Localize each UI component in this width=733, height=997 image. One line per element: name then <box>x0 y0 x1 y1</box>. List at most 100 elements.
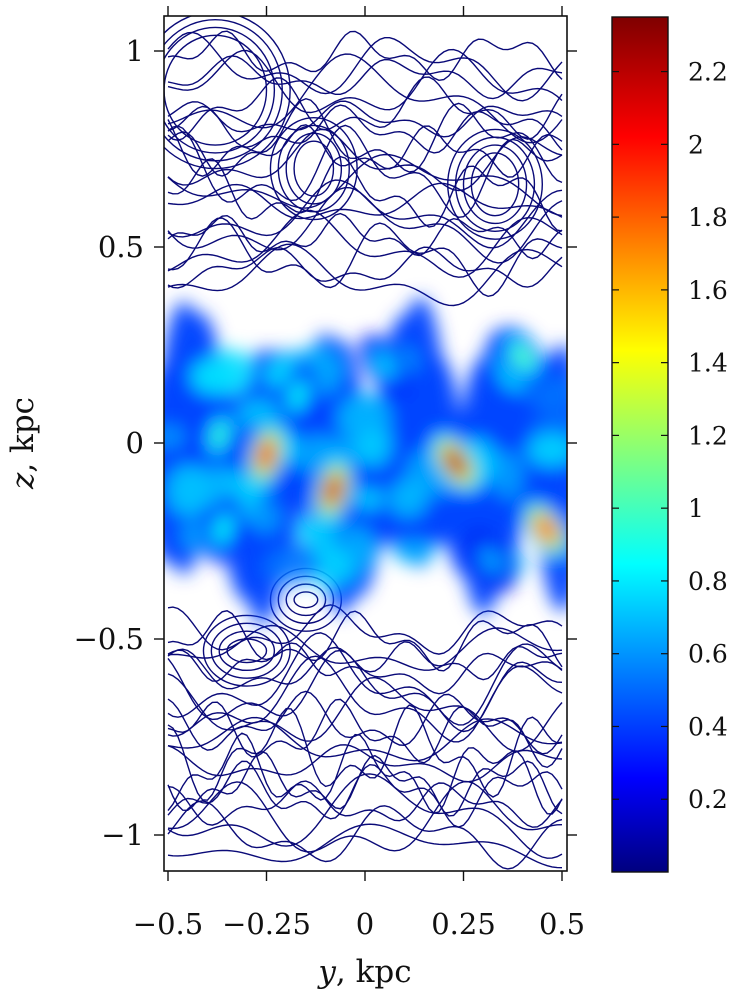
colorbar-tick-label: 2.2 <box>688 58 728 87</box>
contour-loop <box>293 140 335 197</box>
contour-loop <box>447 128 543 240</box>
x-tick-label: −0.5 <box>133 907 203 941</box>
contour-line <box>167 716 563 762</box>
contour-line <box>167 179 563 249</box>
density-peak <box>482 550 500 571</box>
contour-loop <box>293 591 319 609</box>
x-axis-label: y, kpc <box>316 954 411 990</box>
x-tick-label: 0 <box>356 907 374 941</box>
density-peak <box>326 478 341 502</box>
contour-line <box>167 212 563 260</box>
density-peak <box>514 346 531 367</box>
colorbar-tick-label: 0.8 <box>688 567 728 596</box>
contour-line <box>167 750 563 817</box>
y-axis: 1 0.5 0 −0.5 −1 <box>74 34 577 852</box>
density-blob <box>388 479 428 518</box>
contour-line <box>167 655 563 743</box>
colorbar-tick-label: 1.2 <box>688 421 728 450</box>
density-blob <box>356 428 392 468</box>
contour-loop <box>226 638 268 664</box>
contour-line <box>167 104 563 154</box>
y-tick-label: 1 <box>126 34 144 68</box>
density-blob <box>164 425 186 449</box>
density-blob <box>237 398 282 427</box>
contour-line <box>167 76 563 142</box>
contour-loop <box>470 152 520 217</box>
density-blob <box>526 434 567 468</box>
contour-line <box>167 632 563 726</box>
x-axis-unit: , kpc <box>336 954 412 990</box>
density-blob <box>393 540 435 564</box>
colorbar-tick-label: 0.4 <box>688 712 728 741</box>
contour-line <box>167 155 563 232</box>
density-peak <box>447 452 464 473</box>
contour-line <box>167 53 563 144</box>
density-blob <box>347 532 376 569</box>
contour-line <box>167 646 563 695</box>
contour-loop <box>164 16 291 170</box>
contour-line <box>167 773 563 859</box>
colorbar-tick-label: 0.2 <box>688 785 728 814</box>
x-tick-label: 0.25 <box>431 907 496 941</box>
contour-line <box>167 48 563 114</box>
density-blob <box>250 502 281 534</box>
colorbar-tick-label: 1.4 <box>688 349 728 378</box>
contour-line <box>167 780 563 828</box>
contour-line <box>167 55 563 100</box>
contour-line <box>167 604 563 655</box>
contour-loop <box>285 132 343 205</box>
contour-line <box>167 128 563 192</box>
contour-loop <box>164 26 276 154</box>
colorbar: 0.2 0.4 0.6 0.8 1 1.2 1.4 1.6 1.8 2 2.2 <box>611 16 728 873</box>
colorbar-tick-label: 1.6 <box>688 276 728 305</box>
contour-loop <box>164 18 283 162</box>
contour-line <box>167 153 563 217</box>
colorbar-tick-label: 2 <box>688 130 704 159</box>
density-peak <box>216 517 230 541</box>
density-peak <box>259 443 274 467</box>
contour-line <box>167 246 563 289</box>
contour-line <box>167 800 563 870</box>
plot-area <box>163 15 568 872</box>
density-field <box>164 297 567 625</box>
contour-line <box>167 744 563 783</box>
contour-line <box>167 182 563 220</box>
density-blob <box>493 451 524 500</box>
contour-line <box>167 624 563 671</box>
contour-line <box>167 698 563 769</box>
contour-loop <box>210 622 283 679</box>
x-tick-label: 0.5 <box>539 907 585 941</box>
colorbar-tick-label: 0.6 <box>688 640 728 669</box>
y-tick-label: −1 <box>101 818 144 852</box>
density-peak <box>291 384 305 408</box>
contour-line <box>167 30 563 82</box>
x-axis: −0.5 −0.25 0 0.25 0.5 <box>133 6 585 941</box>
y-axis-label: z, kpc <box>5 397 41 490</box>
contour-line <box>167 124 563 178</box>
contour-lines <box>164 16 563 870</box>
contour-line <box>167 31 563 102</box>
density-blob <box>262 547 322 584</box>
contour-line <box>167 100 563 138</box>
y-axis-var: z <box>5 472 41 490</box>
colorbar-tick-label: 1.8 <box>688 203 728 232</box>
contour-loop <box>202 614 291 687</box>
contour-loop <box>277 124 350 213</box>
contour-line <box>167 760 563 828</box>
colorbar-tick-label: 1 <box>688 494 704 523</box>
contour-loop <box>218 630 276 672</box>
colorbar-gradient <box>611 16 669 873</box>
contour-loop <box>462 144 528 225</box>
contour-line <box>167 732 563 815</box>
x-tick-label: −0.25 <box>222 907 311 941</box>
y-axis-unit: , kpc <box>5 397 41 473</box>
density-peak <box>212 423 226 447</box>
contour-line <box>167 780 563 853</box>
contour-loop <box>285 583 327 617</box>
contour-line <box>167 217 563 298</box>
x-axis-var: y <box>316 954 336 990</box>
y-tick-label: 0 <box>126 426 144 460</box>
contour-line <box>167 209 563 278</box>
density-blob <box>206 349 255 395</box>
